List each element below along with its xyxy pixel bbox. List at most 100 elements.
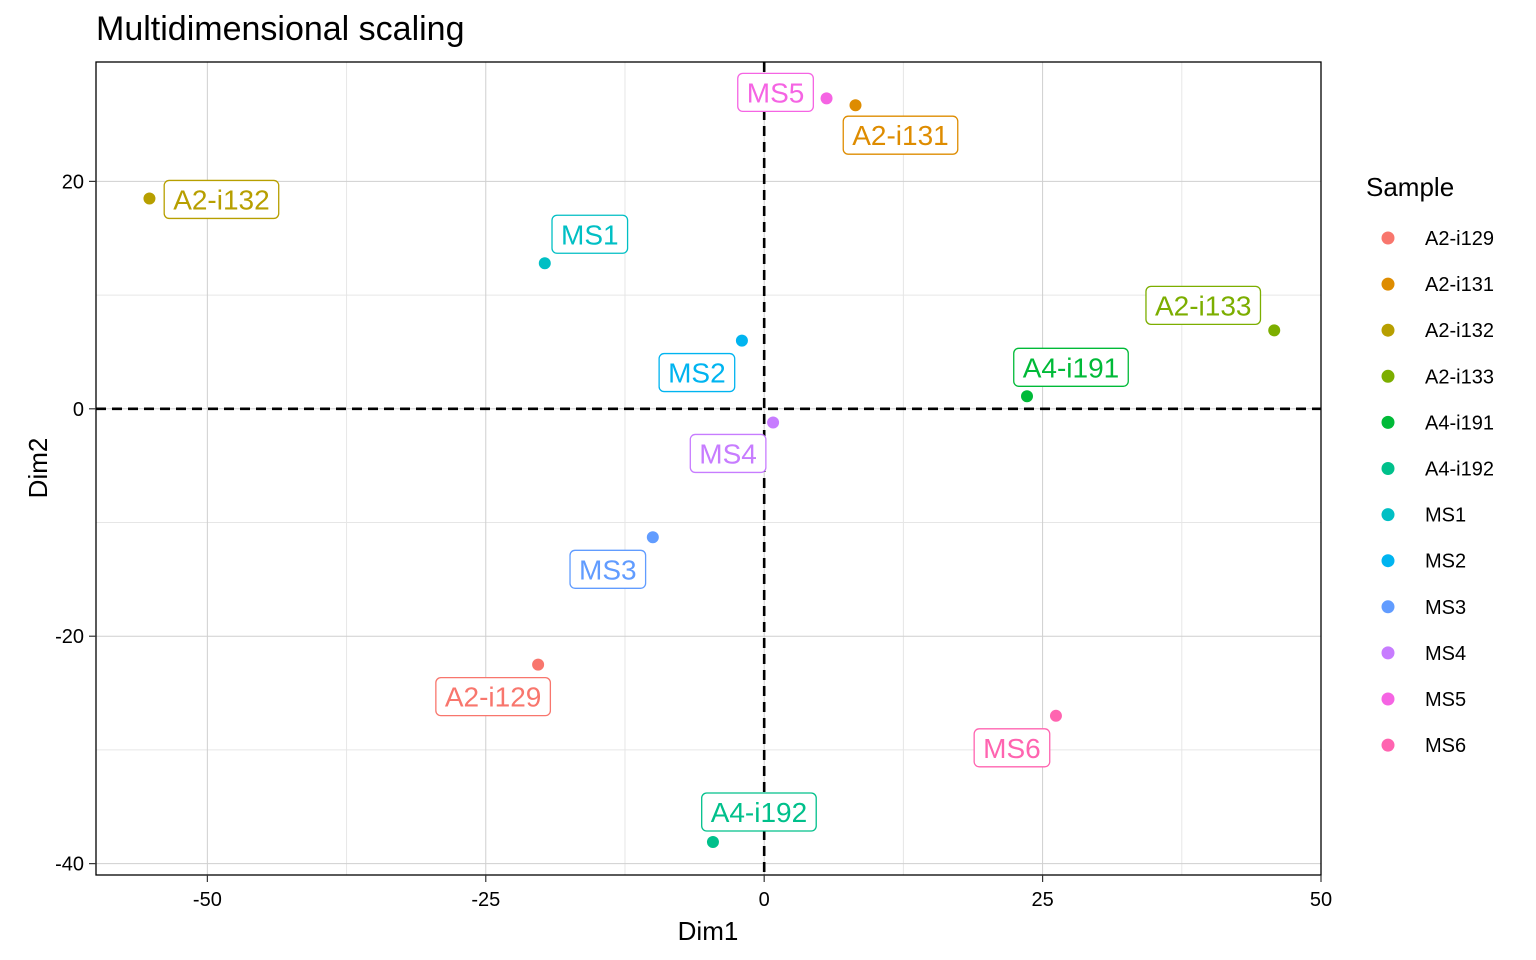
legend-item-A2-i132: A2-i132 <box>1381 320 1494 342</box>
label-box <box>737 72 814 113</box>
label-A2-i131: A2-i131 <box>842 115 959 155</box>
x-tick-label: 50 <box>1310 889 1332 911</box>
label-box <box>163 179 280 220</box>
legend-swatch <box>1381 415 1395 429</box>
x-axis-title: Dim1 <box>678 916 739 946</box>
point-MS3 <box>646 531 659 544</box>
point-A2-i132 <box>143 192 156 205</box>
legend-swatch <box>1381 277 1395 291</box>
y-axis-title: Dim2 <box>23 438 53 499</box>
legend-swatch <box>1381 231 1395 245</box>
point-MS1 <box>538 257 551 270</box>
legend-swatch <box>1381 646 1395 660</box>
legend-swatch <box>1381 369 1395 383</box>
label-text: A2-i132 <box>173 184 270 215</box>
chart-title: Multidimensional scaling <box>96 10 465 48</box>
label-text: MS1 <box>561 219 619 250</box>
legend-swatch <box>1381 554 1395 568</box>
legend-label: MS4 <box>1425 643 1466 665</box>
legend-item-A4-i192: A4-i192 <box>1381 459 1494 481</box>
y-tick-label: 0 <box>73 399 84 421</box>
legend-item-MS1: MS1 <box>1381 505 1466 527</box>
label-A4-i192: A4-i192 <box>701 792 817 832</box>
point-A2-i129 <box>532 658 545 671</box>
y-tick-label: 20 <box>62 171 84 193</box>
legend-label: A2-i132 <box>1425 320 1494 342</box>
point-MS6 <box>1049 709 1062 722</box>
legend-item-MS2: MS2 <box>1381 551 1466 573</box>
points-layer <box>143 92 1281 849</box>
y-axis: -40 -20 0 20 <box>55 171 96 876</box>
label-text: A4-i191 <box>1023 352 1120 383</box>
label-box <box>842 115 959 155</box>
y-tick-label: -20 <box>55 626 84 648</box>
label-box <box>1013 347 1129 387</box>
label-MS5: MS5 <box>737 72 814 113</box>
label-box <box>1145 285 1262 325</box>
point-A4-i191 <box>1021 390 1033 403</box>
label-A2-i133: A2-i133 <box>1145 285 1262 325</box>
legend-swatch <box>1381 738 1395 752</box>
point-A2-i133 <box>1268 324 1281 337</box>
legend-item-A2-i131: A2-i131 <box>1381 274 1494 296</box>
label-MS3: MS3 <box>569 549 647 589</box>
label-MS1: MS1 <box>551 214 629 254</box>
x-tick-label: -25 <box>471 889 500 911</box>
label-A2-i129: A2-i129 <box>435 676 552 717</box>
legend-title: Sample <box>1366 172 1454 202</box>
panel-border <box>95 61 1322 876</box>
label-text: A4-i192 <box>711 797 808 828</box>
label-MS6: MS6 <box>973 728 1051 768</box>
label-box <box>551 214 629 254</box>
label-box <box>689 433 767 474</box>
y-tick-label: -40 <box>55 854 84 876</box>
label-text: MS5 <box>747 77 805 108</box>
legend-label: MS3 <box>1425 597 1466 619</box>
label-text: MS2 <box>668 358 726 389</box>
label-text: MS4 <box>699 438 757 469</box>
x-tick-label: -50 <box>193 889 222 911</box>
label-A4-i191: A4-i191 <box>1013 347 1129 387</box>
legend-label: MS2 <box>1425 551 1466 573</box>
legend-swatch <box>1381 462 1395 475</box>
label-A2-i132: A2-i132 <box>163 179 280 220</box>
label-box <box>973 728 1051 768</box>
legend-swatch <box>1381 323 1395 337</box>
legend-item-MS5: MS5 <box>1381 689 1466 711</box>
legend-item-A2-i133: A2-i133 <box>1381 366 1494 388</box>
point-MS2 <box>735 334 748 347</box>
label-text: A2-i131 <box>852 120 949 151</box>
legend-item-MS3: MS3 <box>1381 597 1466 619</box>
legend-label: A4-i191 <box>1425 412 1494 434</box>
point-labels-layer: A2-i129 A2-i131 A2-i132 A2-i133 A4-i191 A4-i1… <box>163 72 1262 832</box>
legend-item-MS4: MS4 <box>1381 643 1466 665</box>
label-box <box>658 352 736 393</box>
legend-swatch <box>1381 600 1395 614</box>
legend-label: A2-i129 <box>1425 228 1494 250</box>
legend-label: MS1 <box>1425 505 1466 527</box>
label-text: A2-i133 <box>1155 290 1252 321</box>
legend-label: MS5 <box>1425 689 1466 711</box>
point-MS4 <box>767 416 780 429</box>
label-text: MS3 <box>579 554 637 585</box>
x-axis: -50 -25 0 25 50 <box>193 875 1332 911</box>
legend-label: A2-i133 <box>1425 366 1494 388</box>
legend-item-A2-i129: A2-i129 <box>1381 228 1494 250</box>
label-box <box>435 676 552 717</box>
point-MS5 <box>820 92 833 105</box>
legend: Sample A2-i129 A2-i131 A2-i132 A2-i133 A4-i1… <box>1366 172 1494 757</box>
label-box <box>701 792 817 832</box>
x-tick-label: 0 <box>759 889 770 911</box>
label-text: A2-i129 <box>445 682 542 713</box>
legend-label: A4-i192 <box>1425 459 1494 481</box>
legend-swatch <box>1381 692 1395 706</box>
point-A4-i192 <box>706 836 719 849</box>
label-text: MS6 <box>983 733 1041 764</box>
legend-item-A4-i191: A4-i191 <box>1381 412 1494 434</box>
label-MS4: MS4 <box>689 433 767 474</box>
legend-label: MS6 <box>1425 735 1466 757</box>
legend-swatch <box>1381 508 1395 522</box>
label-box <box>569 549 647 589</box>
legend-item-MS6: MS6 <box>1381 735 1466 757</box>
